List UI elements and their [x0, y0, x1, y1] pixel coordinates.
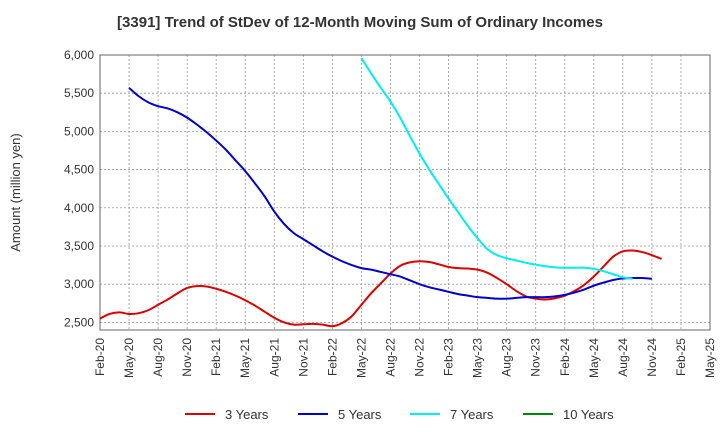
x-tick-label: Nov-22 — [413, 338, 427, 377]
legend-label: 5 Years — [338, 407, 382, 422]
y-tick-label: 3,000 — [64, 277, 94, 291]
y-tick-label: 4,500 — [64, 163, 94, 177]
y-tick-label: 6,000 — [64, 48, 94, 62]
legend: 3 Years 5 Years 7 Years 10 Years — [185, 407, 614, 422]
x-tick-label: May-22 — [354, 338, 368, 378]
y-tick-label: 5,000 — [64, 124, 94, 138]
y-tick-label: 2,500 — [64, 315, 94, 329]
y-axis-title: Amount (million yen) — [8, 133, 23, 252]
x-tick-label: May-25 — [703, 338, 717, 378]
series-line-5-years — [128, 87, 652, 300]
x-tick-label: Feb-23 — [442, 338, 456, 376]
series-layer — [99, 57, 662, 328]
legend-label: 10 Years — [563, 407, 614, 422]
x-tick-label: May-23 — [471, 338, 485, 378]
x-tick-label: Aug-21 — [267, 338, 281, 377]
plot-frame — [99, 54, 711, 331]
y-tick-label: 5,500 — [64, 86, 94, 100]
y-tick-label: 4,000 — [64, 201, 94, 215]
x-tick-label: Feb-24 — [558, 338, 572, 376]
x-tick-label: Feb-25 — [674, 338, 688, 376]
series-line-3-years — [99, 249, 662, 328]
legend-label: 7 Years — [450, 407, 494, 422]
x-tick-label: Aug-24 — [616, 338, 630, 377]
chart-title: [3391] Trend of StDev of 12-Month Moving… — [117, 14, 603, 31]
x-tick-label: Aug-23 — [500, 338, 514, 377]
x-tick-label: Feb-21 — [209, 338, 223, 376]
y-tick-label: 3,500 — [64, 239, 94, 253]
x-tick-label: Nov-23 — [529, 338, 543, 377]
x-tick-label: May-20 — [122, 338, 136, 378]
x-tick-label: Nov-21 — [296, 338, 310, 377]
x-tick-label: Feb-22 — [325, 338, 339, 376]
x-tick-label: Nov-24 — [645, 338, 659, 377]
x-tick-label: Feb-20 — [93, 338, 107, 376]
x-tick-label: Aug-22 — [383, 338, 397, 377]
grid-layer — [99, 54, 711, 330]
x-tick-label: May-24 — [587, 338, 601, 378]
x-tick-label: May-21 — [238, 338, 252, 378]
axis-layer: Feb-20 May-20 Aug-20 Nov-20 Feb-21 May-21 Aug-… — [8, 48, 717, 378]
x-tick-label: Aug-20 — [151, 338, 165, 377]
x-tick-label: Nov-20 — [180, 338, 194, 377]
series-line-7-years — [360, 57, 633, 280]
legend-label: 3 Years — [225, 407, 269, 422]
